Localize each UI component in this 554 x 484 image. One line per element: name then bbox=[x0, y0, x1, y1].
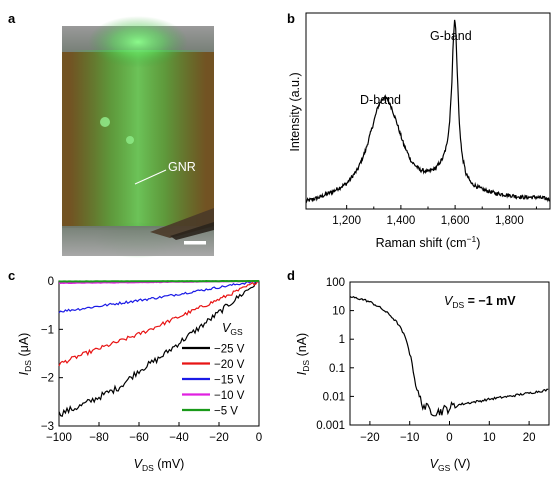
d-ytick-label: 0.001 bbox=[316, 420, 345, 432]
d-xtick-label: 20 bbox=[523, 432, 536, 444]
d-xtick-label: 0 bbox=[446, 432, 452, 444]
panel-a-image: GNR bbox=[62, 16, 214, 258]
scale-bar bbox=[184, 241, 206, 245]
b-xtick-label: 1,200 bbox=[332, 215, 361, 227]
legend-entry-2: −15 V bbox=[214, 375, 245, 387]
panel-b-chart: 1,200 1,400 1,600 1,800 D-band G-band Inten… bbox=[288, 12, 551, 250]
vds-annotation-main: V bbox=[444, 294, 454, 308]
panel-c-xlabel-main: V bbox=[134, 457, 144, 471]
panel-c-ylabel-unit: (μA) bbox=[17, 333, 31, 360]
d-ytick-label: 0.01 bbox=[323, 391, 345, 403]
panel-c-ylabel-sub: DS bbox=[23, 360, 33, 372]
d-ytick-label: 10 bbox=[332, 306, 345, 318]
b-xtick-label: 1,400 bbox=[386, 215, 415, 227]
panel-b-xlabel: Raman shift (cm−1) bbox=[376, 234, 481, 250]
image-green-glow-top bbox=[88, 16, 188, 68]
c-series-line-0 bbox=[58, 280, 260, 417]
image-bright-spot bbox=[100, 117, 110, 127]
panel-b-xlabel-sup: −1 bbox=[467, 234, 477, 244]
panel-label-a: a bbox=[8, 11, 16, 26]
panel-b-x-ticks: 1,200 1,400 1,600 1,800 bbox=[332, 205, 537, 227]
panel-label-b: b bbox=[287, 11, 295, 26]
gnr-label: GNR bbox=[168, 160, 196, 174]
panel-b-ylabel: Intensity (a.u.) bbox=[288, 72, 302, 151]
c-ytick-label: −2 bbox=[41, 373, 54, 385]
c-xtick-label: −20 bbox=[209, 432, 229, 444]
panel-b-xlabel-main: Raman shift (cm bbox=[376, 236, 467, 250]
panel-c-legend: VGS −25 V −20 V −15 V −10 V −5 V bbox=[182, 321, 245, 418]
panel-d-xlabel-unit: (V) bbox=[450, 457, 470, 471]
legend-entry-4: −5 V bbox=[214, 406, 238, 418]
panel-c-xlabel-unit: (mV) bbox=[154, 457, 185, 471]
gnr-pointer bbox=[134, 169, 167, 185]
g-band-label: G-band bbox=[430, 29, 472, 43]
vds-annotation-sub: DS bbox=[452, 300, 464, 310]
d-xtick-label: −20 bbox=[360, 432, 380, 444]
panel-label-c: c bbox=[8, 268, 15, 283]
panel-d-ylabel: IDS (nA) bbox=[295, 333, 311, 375]
panel-d-ylabel-sub: DS bbox=[301, 360, 311, 372]
d-ytick-label: 0.1 bbox=[329, 363, 345, 375]
legend-entry-1: −20 V bbox=[214, 359, 245, 371]
d-xtick-label: −10 bbox=[400, 432, 420, 444]
image-flake-edge bbox=[150, 208, 214, 238]
vds-annotation-value: = −1 mV bbox=[464, 294, 516, 308]
vds-annotation: VDS = −1 mV bbox=[444, 294, 516, 310]
c-xtick-label: 0 bbox=[256, 432, 262, 444]
c-series-line-1 bbox=[58, 280, 260, 367]
legend-title-sub: GS bbox=[230, 327, 243, 337]
d-ytick-label: 100 bbox=[326, 277, 345, 289]
c-ytick-label: −1 bbox=[41, 324, 54, 336]
transfer-curve-line bbox=[349, 295, 549, 417]
panel-d-xlabel-sub: GS bbox=[438, 463, 451, 473]
panel-label-d: d bbox=[287, 268, 295, 283]
image-flake-edge-2 bbox=[170, 222, 214, 240]
d-ytick-label: 1 bbox=[339, 334, 345, 346]
b-xtick-label: 1,800 bbox=[495, 215, 524, 227]
legend-entry-0: −25 V bbox=[214, 344, 245, 356]
c-xtick-label: −100 bbox=[46, 432, 72, 444]
c-ytick-label: −3 bbox=[41, 421, 54, 433]
panel-c-ticks: −100 −80 −60 −40 −20 0 0 −1 −2 −3 bbox=[41, 276, 262, 444]
legend-entry-3: −10 V bbox=[214, 390, 245, 402]
c-xtick-label: −80 bbox=[89, 432, 109, 444]
panel-d-xlabel-main: V bbox=[430, 457, 440, 471]
c-series-line-2 bbox=[58, 280, 260, 314]
panel-c-ylabel: IDS (μA) bbox=[17, 333, 33, 376]
c-xtick-label: −40 bbox=[169, 432, 189, 444]
panel-d-xlabel: VGS (V) bbox=[430, 457, 471, 473]
legend-title-main: V bbox=[222, 321, 232, 335]
raman-spectrum-line bbox=[305, 19, 551, 204]
c-ytick-label: 0 bbox=[48, 276, 54, 288]
panel-d-ylabel-unit: (nA) bbox=[295, 333, 309, 360]
b-xtick-label: 1,600 bbox=[441, 215, 470, 227]
panel-c-xlabel-sub: DS bbox=[142, 463, 154, 473]
panel-d-ylabel-main: I bbox=[295, 371, 309, 375]
image-green-band bbox=[70, 50, 206, 230]
panel-b-frame bbox=[305, 12, 551, 210]
panel-c-series bbox=[58, 279, 260, 417]
c-series-line-4 bbox=[58, 279, 259, 283]
panel-d-ticks: −20 −10 0 10 20 100 10 1 0.1 0.01 0.001 bbox=[316, 277, 535, 444]
d-band-label: D-band bbox=[360, 93, 401, 107]
panel-b-xlabel-end: ) bbox=[476, 236, 480, 250]
legend-title: VGS bbox=[222, 321, 243, 337]
panel-c-xlabel: VDS (mV) bbox=[134, 457, 185, 473]
image-bright-spot-2 bbox=[126, 136, 134, 144]
d-xtick-label: 10 bbox=[483, 432, 496, 444]
panel-c-chart: −100 −80 −60 −40 −20 00−1−2−3 VGS −25 V−20 V−… bbox=[17, 276, 262, 473]
panel-c-ylabel-main: I bbox=[17, 371, 31, 375]
c-xtick-label: −60 bbox=[129, 432, 149, 444]
